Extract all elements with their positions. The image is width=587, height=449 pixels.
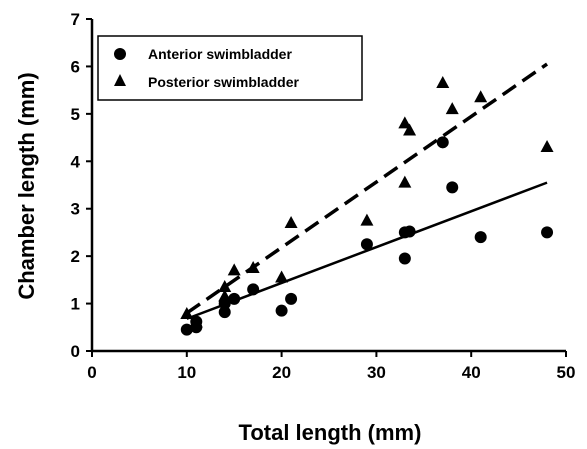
data-point-posterior — [218, 279, 232, 292]
data-point-anterior — [247, 283, 260, 296]
x-axis-ticks: 0 10 20 30 40 50 — [87, 351, 575, 382]
data-point-posterior — [360, 213, 374, 226]
data-point-anterior — [474, 231, 487, 244]
data-point-posterior — [180, 307, 194, 320]
data-point-anterior — [403, 225, 416, 238]
data-point-anterior — [436, 136, 449, 149]
x-axis-title: Total length (mm) — [239, 420, 422, 445]
legend-label-posterior: Posterior swimbladder — [148, 74, 299, 90]
data-point-anterior — [398, 252, 411, 265]
data-point-anterior — [218, 306, 231, 319]
data-point-anterior — [285, 292, 298, 305]
data-point-anterior — [180, 323, 193, 336]
y-tick-label: 3 — [71, 200, 80, 219]
x-tick-label: 0 — [87, 363, 96, 382]
trend-line-posterior — [185, 62, 549, 315]
x-tick-label: 50 — [557, 363, 576, 382]
data-point-anterior — [275, 304, 288, 317]
data-point-posterior — [398, 116, 412, 129]
legend-label-anterior: Anterior swimbladder — [148, 46, 292, 62]
data-point-posterior — [474, 90, 488, 103]
data-point-posterior — [540, 140, 554, 153]
y-tick-label: 2 — [71, 247, 80, 266]
data-point-posterior — [275, 270, 289, 283]
data-point-posterior — [227, 263, 241, 276]
y-tick-label: 6 — [71, 57, 80, 76]
data-points — [180, 76, 554, 336]
data-point-posterior — [445, 102, 459, 115]
trend-lines — [185, 62, 549, 320]
x-tick-label: 10 — [177, 363, 196, 382]
data-point-anterior — [360, 238, 373, 251]
y-axis-ticks: 0 1 2 3 4 5 6 7 — [71, 10, 92, 361]
data-point-posterior — [284, 215, 298, 228]
legend-box — [97, 35, 363, 101]
legend-marker-anterior — [114, 48, 126, 60]
y-tick-label: 1 — [71, 295, 80, 314]
x-tick-label: 20 — [272, 363, 291, 382]
data-point-posterior — [246, 261, 260, 273]
y-tick-label: 4 — [71, 152, 81, 171]
data-point-anterior — [228, 292, 241, 305]
data-point-anterior — [541, 226, 554, 239]
y-axis-title: Chamber length (mm) — [14, 72, 39, 299]
data-point-posterior — [436, 76, 450, 89]
y-tick-label: 7 — [71, 10, 80, 29]
legend: Anterior swimbladder Posterior swimbladd… — [97, 35, 363, 101]
legend-marker-posterior — [114, 74, 126, 86]
x-tick-label: 30 — [367, 363, 386, 382]
data-point-posterior — [218, 289, 232, 302]
y-tick-label: 0 — [71, 342, 80, 361]
plot-frame — [90, 19, 566, 353]
x-tick-label: 40 — [462, 363, 481, 382]
data-point-posterior — [398, 175, 412, 188]
data-point-posterior — [189, 315, 203, 328]
data-point-posterior — [403, 123, 417, 136]
trend-line-anterior — [186, 181, 548, 320]
y-tick-label: 5 — [71, 105, 80, 124]
data-point-anterior — [446, 181, 459, 194]
